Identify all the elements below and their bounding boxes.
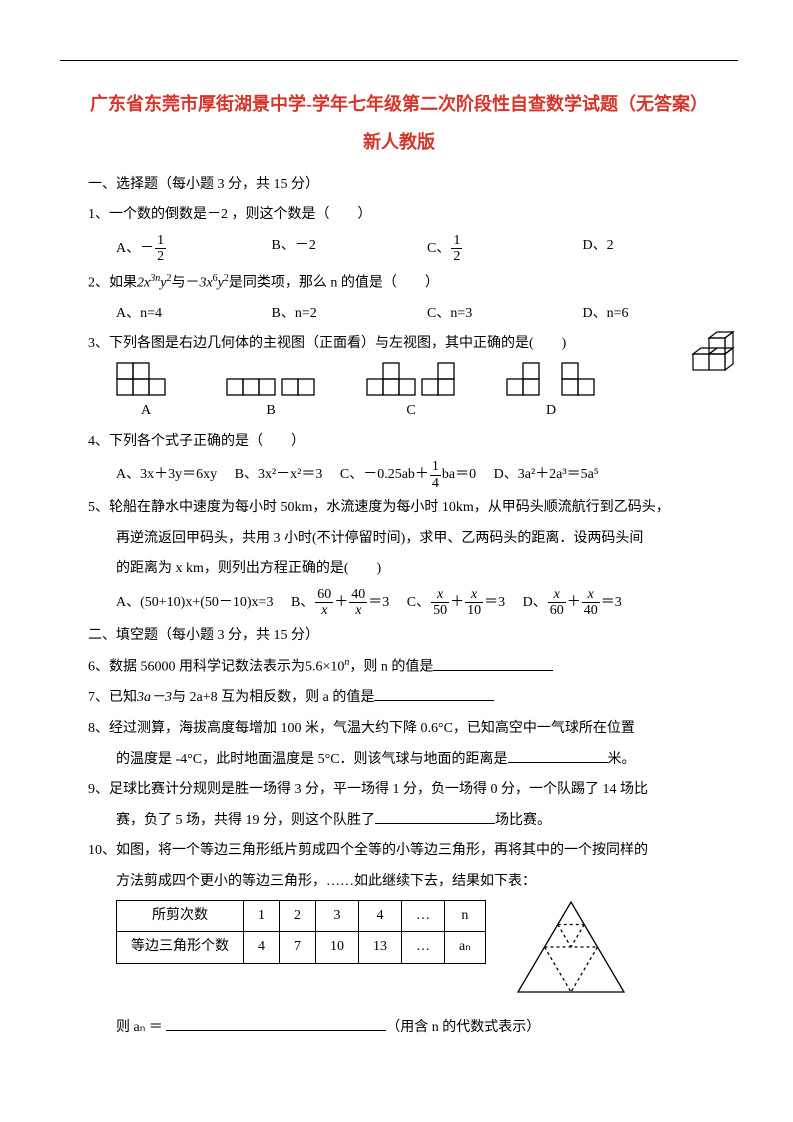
q1-opt-a: A、－12 [116, 233, 272, 265]
q9-l1: 9、足球比赛计分规则是胜一场得 3 分，平一场得 1 分，负一场得 0 分，一个… [60, 777, 738, 804]
section-2-header: 二、填空题（每小题 3 分，共 15 分） [60, 623, 738, 650]
table-row: 等边三角形个数 4 7 10 13 … aₙ [117, 932, 486, 964]
section-1-header: 一、选择题（每小题 3 分，共 15 分） [60, 172, 738, 199]
q5-opt-c: C、x50＋x10＝3 [407, 595, 505, 610]
q2-opt-a: A、n=4 [116, 301, 272, 328]
q5-l2: 再逆流返回甲码头，共用 3 小时(不计停留时间)，求甲、乙两码头的距离．设两码头… [60, 526, 738, 553]
q4-stem: 4、下列各个式子正确的是（ ） [60, 429, 738, 456]
title-line-1: 广东省东莞市厚街湖景中学-学年七年级第二次阶段性自查数学试题（无答案） [60, 86, 738, 124]
exam-title: 广东省东莞市厚街湖景中学-学年七年级第二次阶段性自查数学试题（无答案） 新人教版 [60, 86, 738, 162]
q2-stem: 2、如果2x3ny2与－3x6y2是同类项，那么 n 的值是（ ） [60, 269, 738, 297]
q5-l3: 的距离为 x km，则列出方程正确的是( ) [60, 556, 738, 583]
q5-options: A、(50+10)x+(50－10)x=3 B、60x＋40x＝3 C、x50＋… [60, 587, 738, 619]
q1-opt-d: D、2 [583, 233, 739, 265]
q9-blank[interactable] [375, 810, 495, 824]
q3-stem: 3、下列各图是右边几何体的主视图（正面看）与左视图，其中正确的是( ) [60, 331, 738, 358]
table-row: 所剪次数 1 2 3 4 … n [117, 900, 486, 932]
q6-blank[interactable] [433, 657, 553, 671]
q10-table: 所剪次数 1 2 3 4 … n 等边三角形个数 4 7 10 13 … aₙ [116, 900, 486, 964]
q1-options: A、－12 B、－2 C、12 D、2 [60, 233, 738, 265]
q8-blank[interactable] [508, 749, 608, 763]
title-line-2: 新人教版 [60, 124, 738, 162]
q8-l1: 8、经过测算，海拔高度每增加 100 米，气温大约下降 0.6°C，已知高空中一… [60, 716, 738, 743]
q4-opt-b: B、3x²－x²＝3 [235, 467, 323, 482]
q2-opt-c: C、n=3 [427, 301, 583, 328]
q4-opt-c: C、－0.25ab＋14ba＝0 [340, 467, 476, 482]
q5-opt-d: D、x60＋x40＝3 [523, 595, 622, 610]
q1-opt-c: C、12 [427, 233, 583, 265]
q2-opt-d: D、n=6 [583, 301, 739, 328]
q5-opt-b: B、60x＋40x＝3 [291, 595, 389, 610]
q4-opt-d: D、3a²＋2a³＝5a⁵ [494, 467, 599, 482]
q6: 6、数据 56000 用科学记数法表示为5.6×10n，则 n 的值是 [60, 653, 738, 681]
q3-fig-b: B [226, 362, 316, 425]
top-rule [60, 60, 738, 61]
q2-opt-b: B、n=2 [272, 301, 428, 328]
q10-answer-line: 则 aₙ ＝ （用含 n 的代数式表示） [60, 1015, 738, 1042]
q1-stem: 1、一个数的倒数是－2 ，则这个数是（ ） [60, 202, 738, 229]
triangle-figure-icon [516, 900, 626, 995]
q7-blank[interactable] [374, 687, 494, 701]
q3-fig-d: D [506, 362, 596, 425]
q10-l1: 10、如图，将一个等边三角形纸片剪成四个全等的小等边三角形，再将其中的一个按同样… [60, 838, 738, 865]
q9-l2: 赛，负了 5 场，共得 19 分，则这个队胜了场比赛。 [60, 808, 738, 835]
q3-fig-c: C [366, 362, 456, 425]
q5-l1: 5、轮船在静水中速度为每小时 50km，水流速度为每小时 10km，从甲码头顺流… [60, 495, 738, 522]
q3-fig-a: A [116, 362, 176, 425]
q4-opt-a: A、3x＋3y＝6xy [116, 467, 217, 482]
q3-figures: A B C D [60, 362, 738, 425]
q2-options: A、n=4 B、n=2 C、n=3 D、n=6 [60, 301, 738, 328]
q4-options: A、3x＋3y＝6xy B、3x²－x²＝3 C、－0.25ab＋14ba＝0 … [60, 459, 738, 491]
q10-blank[interactable] [166, 1017, 386, 1031]
q1-opt-b: B、－2 [272, 233, 428, 265]
q8-l2: 的温度是 -4°C，此时地面温度是 5°C．则该气球与地面的距离是米。 [60, 747, 738, 774]
q10-l2: 方法剪成四个更小的等边三角形，……如此继续下去，结果如下表： [60, 869, 738, 896]
q7: 7、已知3a－3与 2a+8 互为相反数，则 a 的值是 [60, 685, 738, 712]
q5-opt-a: A、(50+10)x+(50－10)x=3 [116, 595, 273, 610]
